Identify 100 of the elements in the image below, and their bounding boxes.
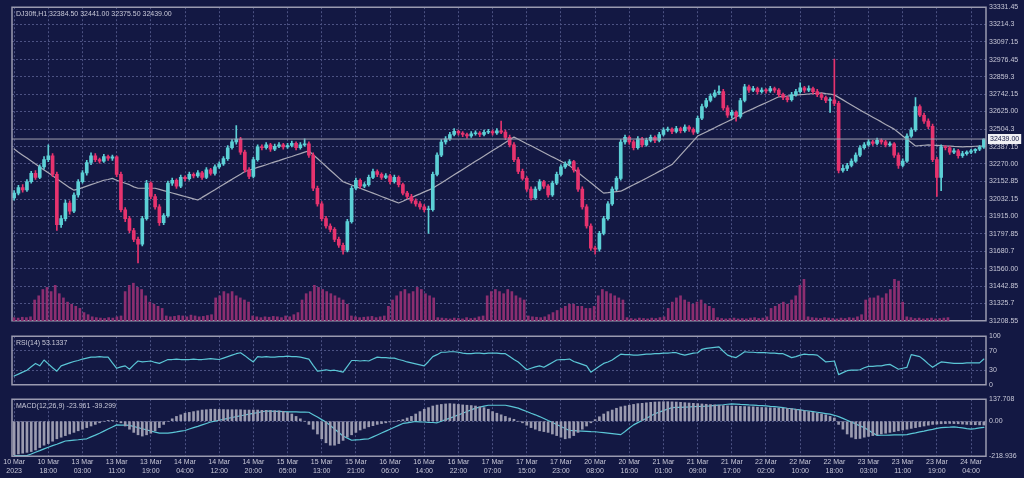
bar: [740, 317, 744, 321]
bar: [175, 416, 178, 422]
bar: [243, 409, 247, 422]
bar: [158, 421, 161, 428]
bar: [884, 421, 887, 434]
bar: [226, 409, 230, 422]
bar: [602, 413, 605, 422]
bar: [837, 421, 840, 425]
bar: [280, 317, 283, 321]
bar: [851, 317, 855, 321]
bar: [961, 421, 964, 425]
bar: [68, 421, 71, 435]
bar: [642, 317, 645, 321]
bar: [46, 421, 50, 444]
bar: [313, 284, 316, 321]
bar: [901, 421, 905, 431]
bar: [29, 421, 33, 452]
bar: [713, 404, 717, 422]
bar: [51, 421, 54, 442]
bar: [921, 318, 925, 321]
bar: [486, 408, 490, 422]
bar: [474, 405, 477, 422]
bar: [16, 317, 20, 321]
bar: [703, 303, 707, 321]
bar: [833, 417, 836, 422]
bar: [726, 405, 729, 422]
bar: [414, 413, 418, 422]
bar: [128, 421, 131, 430]
bar: [420, 288, 423, 321]
bar: [666, 401, 670, 422]
bar: [354, 316, 357, 321]
bar: [457, 317, 460, 321]
bar: [489, 291, 493, 321]
bar: [815, 412, 819, 422]
bar: [201, 315, 205, 321]
bar: [111, 317, 115, 321]
bar: [978, 421, 981, 426]
bar: [320, 421, 324, 440]
bar: [572, 421, 576, 436]
bar: [316, 421, 319, 435]
bar: [391, 299, 394, 321]
bar: [803, 410, 806, 422]
bar: [790, 408, 793, 422]
bar: [831, 317, 835, 321]
bar: [358, 317, 361, 321]
bar: [563, 421, 567, 440]
bar: [745, 318, 748, 321]
bar: [782, 301, 785, 321]
bar: [627, 404, 631, 422]
bar: [395, 295, 398, 321]
bar: [93, 421, 97, 425]
bar: [380, 421, 383, 424]
bar: [868, 297, 872, 321]
bar: [934, 318, 937, 321]
bar: [568, 421, 571, 439]
bar: [62, 297, 65, 321]
bar: [646, 318, 649, 321]
bar: [346, 421, 349, 438]
bar: [107, 317, 111, 321]
bar: [944, 421, 947, 424]
bar: [555, 421, 558, 436]
bar: [572, 303, 575, 321]
bar: [535, 316, 538, 321]
bar: [422, 408, 426, 422]
bar: [140, 288, 143, 321]
bar: [948, 421, 952, 424]
bar: [675, 297, 678, 321]
bar: [95, 317, 98, 321]
bar: [256, 409, 259, 422]
bar: [234, 295, 238, 321]
bar: [103, 317, 106, 321]
bar: [491, 411, 494, 422]
bar: [679, 402, 682, 422]
bar: [317, 286, 320, 321]
bar: [33, 299, 36, 321]
bar: [123, 421, 127, 427]
bar: [650, 317, 654, 321]
bar: [810, 317, 814, 321]
bar: [311, 421, 315, 430]
bar: [807, 411, 811, 422]
bar: [786, 408, 789, 422]
bar: [709, 404, 712, 422]
bar: [440, 404, 443, 422]
bar: [559, 307, 563, 321]
bar: [973, 421, 977, 426]
candlestick: [828, 97, 832, 113]
bar: [217, 409, 221, 422]
bar: [580, 421, 584, 430]
bar: [145, 421, 148, 436]
bar: [399, 291, 403, 321]
bar: [956, 421, 960, 425]
bar: [897, 280, 900, 321]
bar: [461, 404, 465, 422]
bar: [598, 416, 601, 422]
bar: [751, 406, 755, 422]
bar: [173, 315, 176, 321]
bar: [613, 295, 617, 321]
bar: [74, 305, 78, 321]
bar: [457, 404, 460, 422]
bar: [485, 295, 489, 321]
